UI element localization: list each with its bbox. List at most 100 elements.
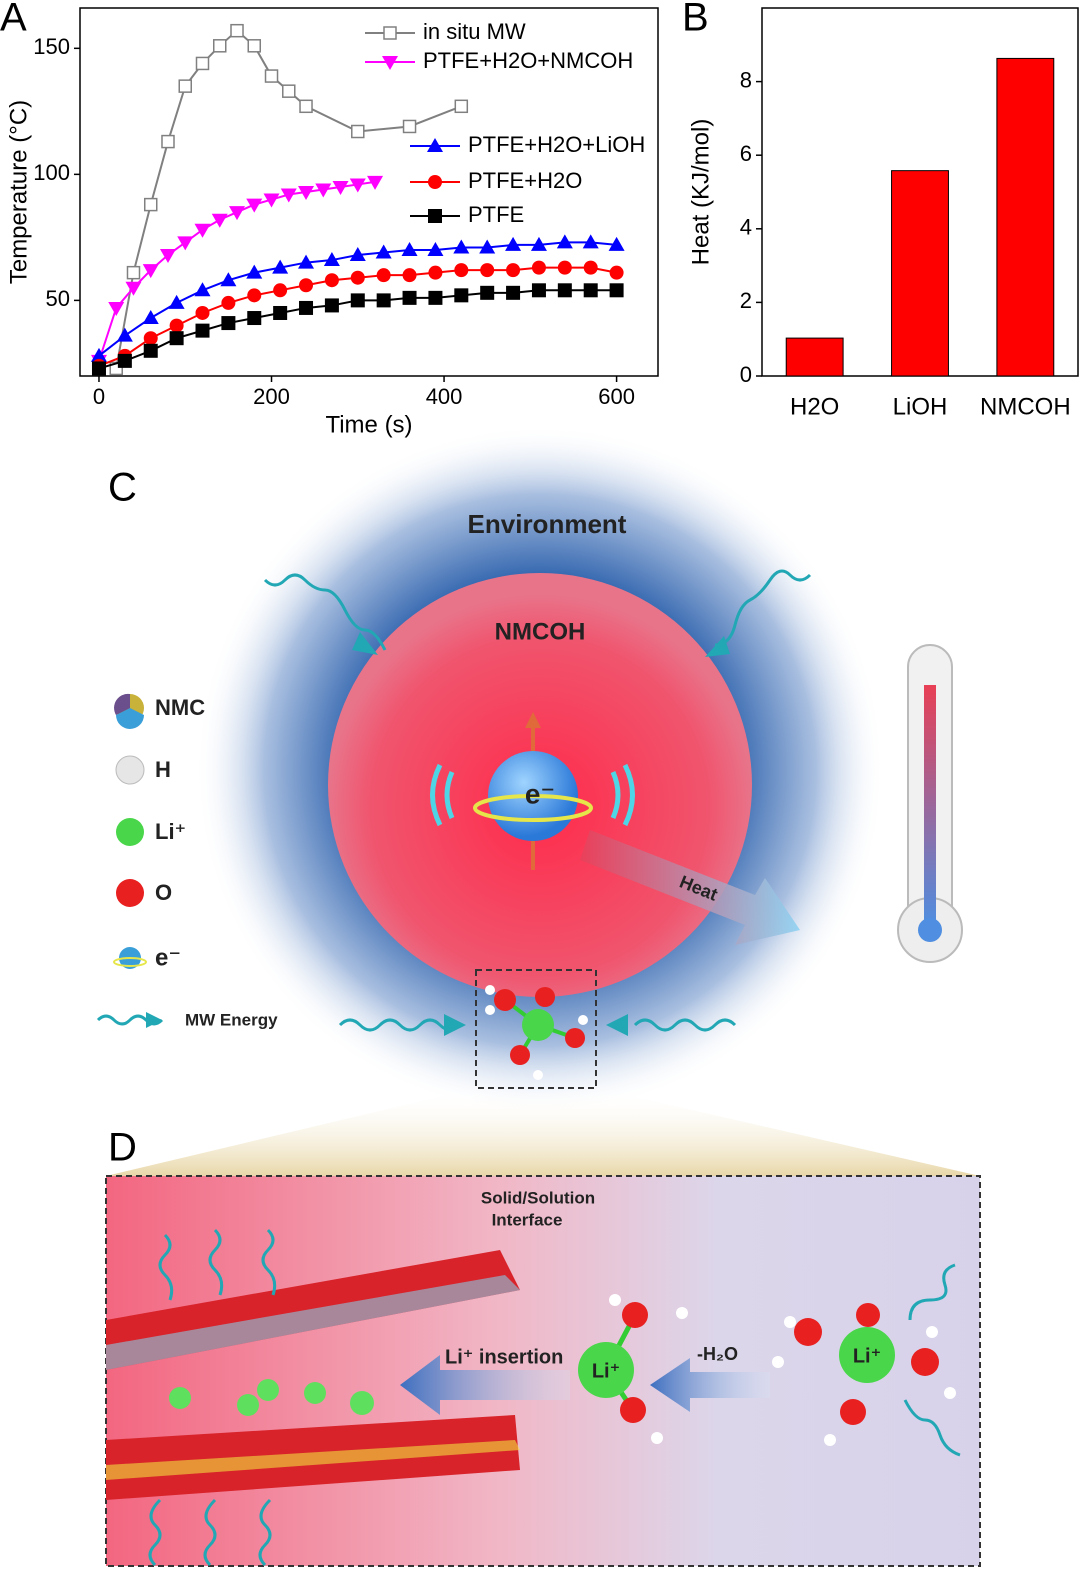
ion-label: Li⁺	[853, 1345, 881, 1367]
legend-label: in situ MW	[423, 19, 526, 44]
legend-label: NMC	[155, 695, 205, 720]
core-label: NMCOH	[495, 618, 586, 645]
y-tick-label: 2	[740, 288, 752, 313]
y-axis-label: Heat (KJ/mol)	[687, 119, 714, 266]
panel-label: C	[108, 466, 137, 510]
data-point	[299, 278, 314, 293]
thermometer	[897, 644, 963, 963]
interface-label: Interface	[492, 1210, 563, 1229]
data-point	[583, 260, 598, 275]
data-point	[454, 99, 469, 114]
data-point	[324, 273, 339, 288]
data-point	[280, 188, 297, 203]
panel-label: A	[0, 0, 27, 40]
data-point	[246, 198, 263, 213]
data-point	[90, 347, 107, 362]
legend-label: MW Energy	[185, 1010, 278, 1029]
li-dihydrate	[578, 1294, 688, 1444]
data-point	[142, 264, 159, 279]
x-tick-label: 200	[253, 384, 290, 409]
x-tick-label: 600	[598, 384, 635, 409]
data-point	[506, 263, 521, 278]
data-point	[125, 281, 142, 296]
x-tick-label: LiOH	[893, 393, 948, 420]
data-point	[247, 311, 262, 326]
data-point	[323, 252, 340, 267]
layer	[106, 1275, 520, 1370]
data-point	[247, 39, 262, 53]
legend-label: H	[155, 757, 171, 782]
x-tick-label: H2O	[790, 393, 839, 420]
data-point	[454, 263, 469, 278]
data-point	[556, 234, 573, 249]
legend-marker	[427, 138, 443, 152]
x-tick-label: NMCOH	[980, 393, 1071, 420]
data-point	[298, 254, 315, 269]
data-point	[126, 265, 141, 280]
data-point	[402, 119, 417, 134]
data-point	[221, 316, 236, 331]
data-point	[367, 175, 384, 190]
y-axis-label: Temperature (°C)	[5, 100, 32, 284]
data-point	[195, 323, 210, 338]
data-point	[453, 239, 470, 254]
mw-waves	[96, 569, 812, 1032]
data-point	[428, 265, 443, 280]
intercalated-li	[169, 1379, 374, 1416]
data-point	[272, 259, 289, 274]
data-point	[480, 263, 495, 278]
legend-label: Li⁺	[155, 819, 186, 844]
legend-label: PTFE+H2O+NMCOH	[423, 48, 633, 73]
data-point	[609, 265, 624, 280]
data-point	[143, 197, 158, 212]
data-point	[583, 283, 598, 298]
data-point	[282, 84, 296, 98]
data-point	[376, 268, 391, 283]
data-point	[143, 343, 158, 358]
bar	[996, 57, 1055, 377]
data-point	[211, 213, 228, 228]
data-point	[582, 234, 599, 249]
data-point	[195, 56, 210, 71]
data-point	[324, 298, 339, 313]
ion-label: Li⁺	[592, 1360, 620, 1382]
data-point	[531, 260, 546, 275]
data-point	[91, 361, 106, 376]
li-hydrate	[772, 1303, 956, 1446]
data-point	[298, 186, 315, 200]
electron-label: e⁻	[525, 778, 555, 809]
interface-label: Solid/Solution	[481, 1188, 595, 1207]
data-point	[506, 285, 521, 300]
c-legend	[113, 693, 147, 969]
data-point	[159, 249, 176, 264]
data-point	[505, 236, 522, 251]
d-waves	[148, 1228, 961, 1567]
data-point	[531, 283, 546, 298]
data-point	[299, 99, 313, 114]
data-point	[229, 206, 246, 221]
vibration	[430, 763, 635, 827]
zoom-fan	[106, 1088, 980, 1176]
y-tick-label: 50	[46, 286, 70, 311]
spin-arrow	[525, 712, 541, 728]
data-point	[161, 134, 175, 149]
y-tick-label: 4	[740, 215, 752, 240]
bar	[891, 170, 949, 377]
data-point	[213, 39, 227, 53]
panel-d: D Solid/Solution Interface Li⁺ insertion…	[105, 1088, 981, 1567]
data-point	[454, 288, 469, 303]
orbit	[473, 794, 593, 822]
data-point	[375, 244, 392, 259]
data-point	[142, 310, 159, 325]
data-point	[608, 236, 625, 251]
data-point	[427, 241, 444, 256]
dehydration-label: -H₂O	[697, 1344, 738, 1364]
data-point	[116, 327, 133, 342]
data-point	[263, 193, 280, 208]
legend-label: PTFE+H2O+LiOH	[468, 132, 645, 157]
data-point	[480, 285, 495, 300]
data-point	[169, 331, 184, 346]
legend-label: O	[155, 880, 172, 905]
data-point	[194, 223, 211, 238]
wave-arrowheads	[146, 632, 730, 1036]
